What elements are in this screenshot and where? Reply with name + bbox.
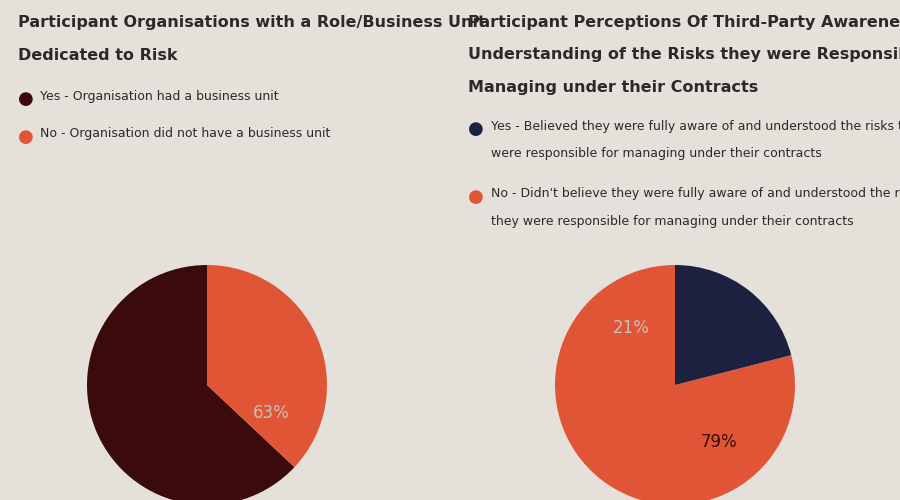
Text: ●: ● [18,90,34,108]
Text: 63%: 63% [253,404,289,421]
Text: Dedicated to Risk: Dedicated to Risk [18,48,177,62]
Text: they were responsible for managing under their contracts: they were responsible for managing under… [491,215,853,228]
Text: 21%: 21% [612,319,649,337]
Text: Managing under their Contracts: Managing under their Contracts [468,80,758,95]
Text: No - Didn't believe they were fully aware of and understood the risks: No - Didn't believe they were fully awar… [491,188,900,200]
Text: Yes - Believed they were fully aware of and understood the risks they: Yes - Believed they were fully aware of … [491,120,900,133]
Wedge shape [675,265,791,385]
Wedge shape [87,265,294,500]
Wedge shape [207,265,327,467]
Wedge shape [555,265,795,500]
Text: ●: ● [468,188,484,206]
Text: No - Organisation did not have a business unit: No - Organisation did not have a busines… [40,128,331,140]
Text: 79%: 79% [701,433,737,451]
Text: Participant Perceptions Of Third-Party Awareness and: Participant Perceptions Of Third-Party A… [468,15,900,30]
Text: Participant Organisations with a Role/Business Unit: Participant Organisations with a Role/Bu… [18,15,486,30]
Text: ●: ● [18,128,34,146]
Text: were responsible for managing under their contracts: were responsible for managing under thei… [491,148,821,160]
Text: Understanding of the Risks they were Responsible for: Understanding of the Risks they were Res… [468,48,900,62]
Text: ●: ● [468,120,484,138]
Text: 37%: 37% [125,348,161,366]
Text: Yes - Organisation had a business unit: Yes - Organisation had a business unit [40,90,279,103]
